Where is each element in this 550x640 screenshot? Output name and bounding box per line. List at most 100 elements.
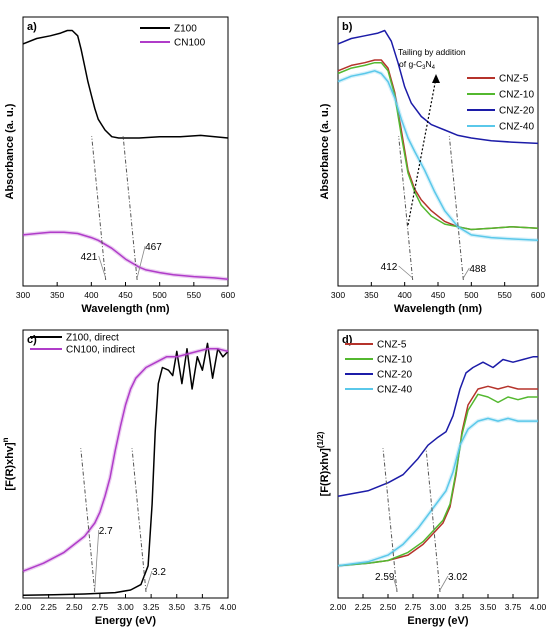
plot-frame [22, 16, 229, 287]
tangent-line [91, 135, 107, 281]
intercept-pointer [145, 570, 153, 591]
series-line-cnz-10 [337, 61, 539, 231]
series-line-cn100 [22, 231, 229, 281]
series-line-cnz-20 [337, 29, 539, 145]
series-line-cnz-20 [337, 356, 538, 497]
panel-label: d) [342, 334, 353, 346]
annotation-text-part: of g-C [399, 59, 422, 69]
legend-label: CN100, indirect [66, 345, 135, 356]
x-tick-label: 550 [498, 290, 512, 300]
series-line-cnz-40 [337, 417, 538, 567]
intercept-pointer [398, 265, 413, 279]
series-halo [22, 230, 229, 282]
x-tick-label: 3.75 [194, 602, 211, 612]
intercept-label: 3.2 [152, 567, 166, 578]
legend-label: CNZ-20 [377, 370, 412, 381]
x-axis-title: Wavelength (nm) [81, 303, 170, 315]
x-tick-label: 550 [187, 290, 201, 300]
x-tick-label: 2.25 [40, 602, 57, 612]
x-tick-label: 400 [398, 290, 412, 300]
plot-frame [337, 329, 539, 599]
x-tick-label: 2.75 [92, 602, 109, 612]
intercept-pointer [439, 575, 449, 591]
tangent-line [448, 135, 464, 281]
series-line-z100 [22, 29, 229, 139]
intercept-pointer [136, 245, 146, 279]
x-tick-label: 4.00 [530, 602, 547, 612]
legend-label: CNZ-40 [377, 385, 412, 396]
x-tick-label: 3.00 [430, 602, 447, 612]
intercept-pointer [392, 575, 398, 591]
x-tick-label: 3.75 [505, 602, 522, 612]
x-tick-label: 350 [50, 290, 64, 300]
panel-2: 300 350 400 450 500 550 600 Wavelength (nm) Abso… [319, 16, 545, 315]
series-line-cn100-indirect [22, 348, 229, 572]
intercept-label: 467 [145, 242, 162, 253]
legend-label: Z100 [174, 24, 197, 35]
legend-label: Z100, direct [66, 333, 119, 344]
tailing-arrow [407, 77, 437, 226]
legend-label: CNZ-5 [377, 340, 407, 351]
panel-label: c) [27, 334, 37, 346]
intercept-label: 488 [469, 264, 486, 275]
legend-label: CN100 [174, 38, 206, 49]
x-tick-label: 500 [464, 290, 478, 300]
y-axis-title: [F(R)xhv]n [1, 437, 16, 490]
tangent-line [131, 447, 147, 593]
tangent-line [382, 447, 398, 593]
y-axis-title-text: Absorbance (a. u.) [4, 103, 16, 199]
intercept-pointer [98, 255, 107, 279]
x-tick-label: 350 [364, 290, 378, 300]
x-tick-label: 400 [84, 290, 98, 300]
tangent-line [398, 135, 414, 281]
arrow-head-icon [432, 74, 440, 83]
plot-frame [337, 16, 539, 287]
y-axis-title: Absorbance (a. u.) [319, 103, 331, 199]
x-tick-label: 3.00 [117, 602, 134, 612]
legend-label: CNZ-10 [377, 355, 412, 366]
intercept-pointer [462, 267, 470, 279]
x-tick-label: 600 [531, 290, 545, 300]
x-tick-label: 3.50 [168, 602, 185, 612]
panel-3: 2.00 2.25 2.50 2.75 3.00 3.25 3.50 3.75 4.00 Ener… [1, 329, 237, 627]
x-tick-label: 2.50 [380, 602, 397, 612]
x-tick-label: 2.00 [330, 602, 347, 612]
y-axis-title-text: [F(R)xhv] [319, 448, 331, 497]
x-axis-title: Wavelength (nm) [394, 303, 483, 315]
intercept-label: 3.02 [448, 572, 468, 583]
tangent-line [425, 447, 441, 593]
panel-1: 300 350 400 450 500 550 600 Wavelength (nm) Abso… [4, 16, 235, 315]
intercept-label: 421 [81, 252, 98, 263]
panel-4: 2.00 2.25 2.50 2.75 3.00 3.25 3.50 3.75 4.00 Ener… [316, 329, 547, 627]
x-tick-label: 450 [118, 290, 132, 300]
y-axis-title: [F(R)xhv](1/2) [316, 431, 331, 496]
annotation-text-part: N [426, 59, 432, 69]
intercept-label: 2.7 [99, 526, 113, 537]
x-tick-label: 2.50 [66, 602, 83, 612]
series-line-cnz-40 [337, 70, 539, 242]
x-axis-title: Energy (eV) [95, 615, 156, 627]
series-line-cnz-5 [337, 59, 539, 231]
legend-label: CNZ-10 [499, 90, 534, 101]
legend-label: CNZ-5 [499, 74, 529, 85]
x-tick-label: 3.25 [455, 602, 472, 612]
intercept-label: 2.59 [375, 572, 395, 583]
intercept-label: 412 [381, 262, 398, 273]
x-tick-label: 600 [221, 290, 235, 300]
x-tick-label: 2.75 [405, 602, 422, 612]
legend-label: CNZ-40 [499, 122, 534, 133]
y-axis-title: Absorbance (a. u.) [4, 103, 16, 199]
x-tick-label: 300 [16, 290, 30, 300]
x-axis-title: Energy (eV) [407, 615, 468, 627]
y-axis-title-superscript: n [1, 437, 10, 442]
series-halo [22, 346, 229, 574]
tailing-annotation-line1: Tailing by addition [398, 47, 466, 57]
tangent-line [80, 447, 96, 593]
x-tick-label: 500 [153, 290, 167, 300]
series-halo [337, 416, 538, 568]
x-tick-label: 3.50 [480, 602, 497, 612]
series-line-cnz-5 [337, 385, 538, 567]
x-tick-label: 4.00 [220, 602, 237, 612]
y-axis-title-superscript: (1/2) [316, 431, 325, 448]
